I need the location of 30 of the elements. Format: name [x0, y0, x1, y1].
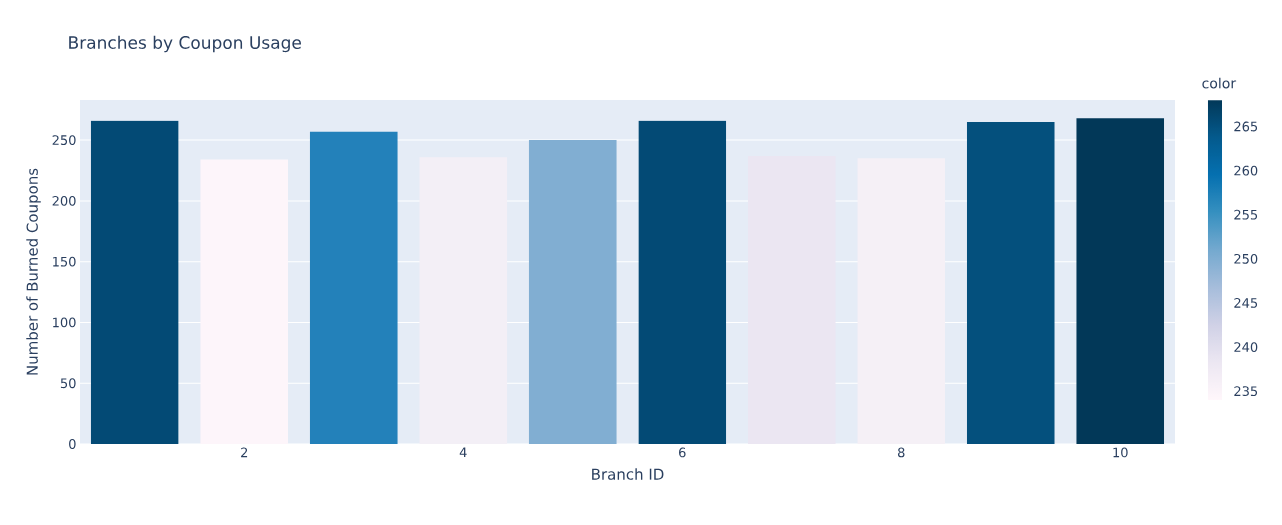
- color-bar-label: 260: [1234, 165, 1258, 176]
- x-tick-label: 2: [241, 447, 248, 458]
- chart-title: Branches by Coupon Usage: [69, 35, 301, 53]
- bar: [1076, 118, 1165, 444]
- color-bar-label: 245: [1234, 298, 1258, 308]
- bar: [419, 157, 508, 444]
- x-tick-label: 6: [679, 447, 686, 458]
- bar: [528, 140, 617, 444]
- bar: [638, 120, 727, 444]
- y-tick-label: 200: [52, 195, 76, 206]
- bar: [90, 120, 179, 444]
- color-bar-label: 265: [1234, 121, 1258, 132]
- y-tick-label: 50: [60, 378, 76, 389]
- y-tick-label: 0: [69, 439, 76, 449]
- bar: [966, 121, 1055, 444]
- bar: [309, 131, 398, 444]
- y-axis-title: Number of Burned Coupons: [26, 168, 41, 375]
- color-bar-label: 250: [1234, 253, 1258, 264]
- y-tick-label: 100: [53, 317, 76, 328]
- x-axis-title: Branch ID: [592, 468, 664, 480]
- bar: [857, 158, 946, 444]
- color-bar-title: color: [1202, 77, 1237, 89]
- y-tick-label: 150: [53, 256, 76, 267]
- y-tick-label: 250: [52, 135, 76, 146]
- x-tick-label: 8: [897, 447, 905, 458]
- color-bar-label: 255: [1234, 209, 1258, 220]
- x-tick-label: 4: [459, 447, 467, 458]
- color-bar-label: 240: [1234, 342, 1258, 352]
- color-bar-label: 235: [1234, 386, 1258, 397]
- x-tick-label: 10: [1113, 447, 1128, 458]
